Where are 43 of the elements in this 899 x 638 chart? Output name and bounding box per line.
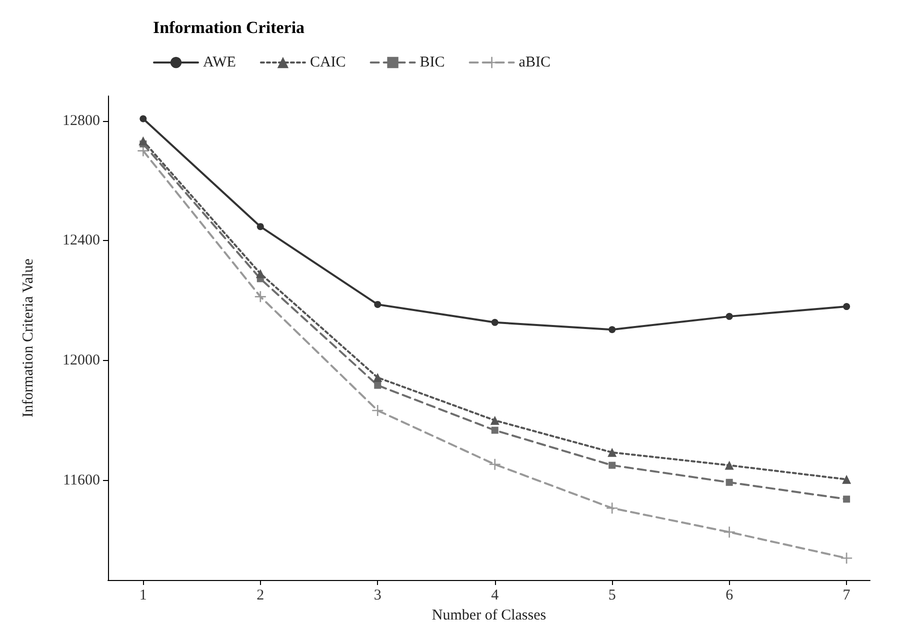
legend-label: aBIC <box>518 54 550 70</box>
legend-label: CAIC <box>310 54 346 70</box>
point <box>489 458 500 470</box>
point <box>724 460 734 470</box>
x-tick-label: 4 <box>491 588 500 604</box>
x-tick-label: 6 <box>726 588 734 604</box>
point <box>138 136 148 146</box>
point <box>372 404 384 416</box>
x-tick-label: 3 <box>374 588 382 604</box>
point <box>256 223 264 230</box>
legend-label: BIC <box>420 54 445 70</box>
legend-label: AWE <box>203 54 236 70</box>
point <box>606 502 618 514</box>
y-axis-title: Information Criteria Value <box>20 258 36 418</box>
y-tick-label: 12400 <box>62 232 100 249</box>
chart-title: Information Criteria <box>153 18 306 37</box>
point <box>842 474 852 484</box>
point <box>608 448 617 457</box>
y-tick-label: 11600 <box>63 472 100 488</box>
point <box>256 269 265 278</box>
x-tick-label: 7 <box>842 588 851 604</box>
point <box>841 552 852 564</box>
point <box>491 426 498 434</box>
x-tick-label: 2 <box>256 588 264 604</box>
y-tick-label: 12800 <box>62 112 100 129</box>
x-tick-label: 5 <box>608 588 616 604</box>
point <box>374 300 382 308</box>
point <box>140 115 147 122</box>
y-tick-label: 12000 <box>62 352 100 368</box>
point <box>608 326 616 334</box>
point <box>490 416 500 425</box>
point <box>373 373 382 382</box>
point <box>254 291 266 302</box>
point <box>724 526 735 538</box>
point <box>726 478 733 486</box>
point <box>843 303 850 310</box>
x-axis-title: Number of Classes <box>432 607 546 624</box>
point <box>374 382 382 389</box>
point <box>608 462 616 469</box>
point <box>726 312 733 320</box>
point <box>843 496 850 503</box>
x-tick-label: 1 <box>139 588 147 604</box>
point <box>491 318 498 326</box>
